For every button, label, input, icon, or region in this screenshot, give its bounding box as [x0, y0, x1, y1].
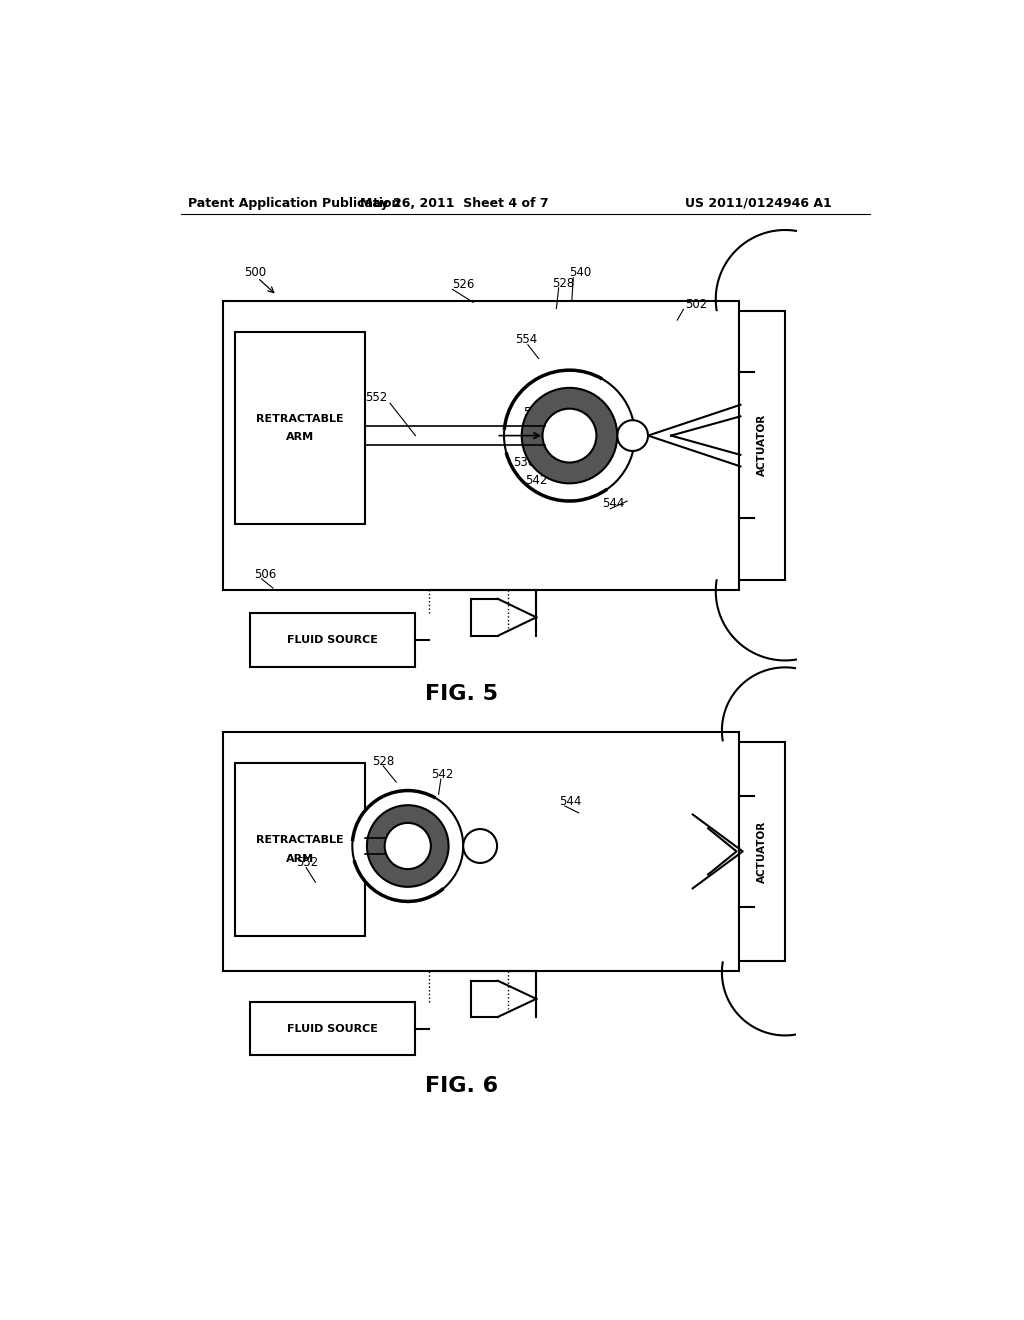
- Bar: [223, 733, 739, 970]
- Text: 552: 552: [296, 857, 318, 870]
- Circle shape: [352, 791, 463, 902]
- Text: Patent Application Publication: Patent Application Publication: [188, 197, 400, 210]
- Circle shape: [385, 822, 431, 869]
- Text: May 26, 2011  Sheet 4 of 7: May 26, 2011 Sheet 4 of 7: [359, 197, 548, 210]
- Text: ARM: ARM: [286, 854, 314, 863]
- Text: FIG. 5: FIG. 5: [425, 684, 498, 704]
- Text: 526: 526: [453, 279, 475, 292]
- Text: 542: 542: [524, 474, 547, 487]
- Text: 544: 544: [602, 496, 625, 510]
- Text: 544: 544: [559, 795, 581, 808]
- Bar: [223, 301, 739, 590]
- Text: ACTUATOR: ACTUATOR: [757, 820, 767, 883]
- Text: 556: 556: [523, 407, 546, 418]
- Text: 540: 540: [569, 265, 592, 279]
- Bar: [739, 742, 785, 961]
- Text: ACTUATOR: ACTUATOR: [757, 414, 767, 477]
- Circle shape: [367, 805, 449, 887]
- Text: RETRACTABLE: RETRACTABLE: [256, 413, 344, 424]
- Text: 552: 552: [366, 391, 388, 404]
- Text: 530: 530: [513, 455, 536, 469]
- Text: FLUID SOURCE: FLUID SOURCE: [288, 1023, 378, 1034]
- Text: FLUID SOURCE: FLUID SOURCE: [288, 635, 378, 644]
- Text: 506: 506: [254, 568, 276, 581]
- Text: 528: 528: [373, 755, 394, 768]
- Bar: [234, 763, 366, 936]
- Text: 500: 500: [245, 265, 266, 279]
- Bar: [250, 1002, 416, 1056]
- Text: 502: 502: [685, 298, 708, 312]
- Bar: [234, 331, 366, 524]
- Circle shape: [617, 420, 648, 451]
- Text: FIG. 6: FIG. 6: [425, 1076, 499, 1096]
- Text: ARM: ARM: [286, 432, 314, 442]
- Bar: [739, 312, 785, 579]
- Circle shape: [504, 370, 635, 502]
- Text: RETRACTABLE: RETRACTABLE: [256, 836, 344, 845]
- Text: 542: 542: [431, 768, 454, 781]
- Text: US 2011/0124946 A1: US 2011/0124946 A1: [685, 197, 831, 210]
- Text: 528: 528: [552, 277, 574, 289]
- Circle shape: [463, 829, 497, 863]
- Circle shape: [543, 409, 596, 462]
- Circle shape: [521, 388, 617, 483]
- Text: 554: 554: [374, 833, 396, 846]
- Bar: [250, 612, 416, 667]
- Text: 554: 554: [515, 333, 538, 346]
